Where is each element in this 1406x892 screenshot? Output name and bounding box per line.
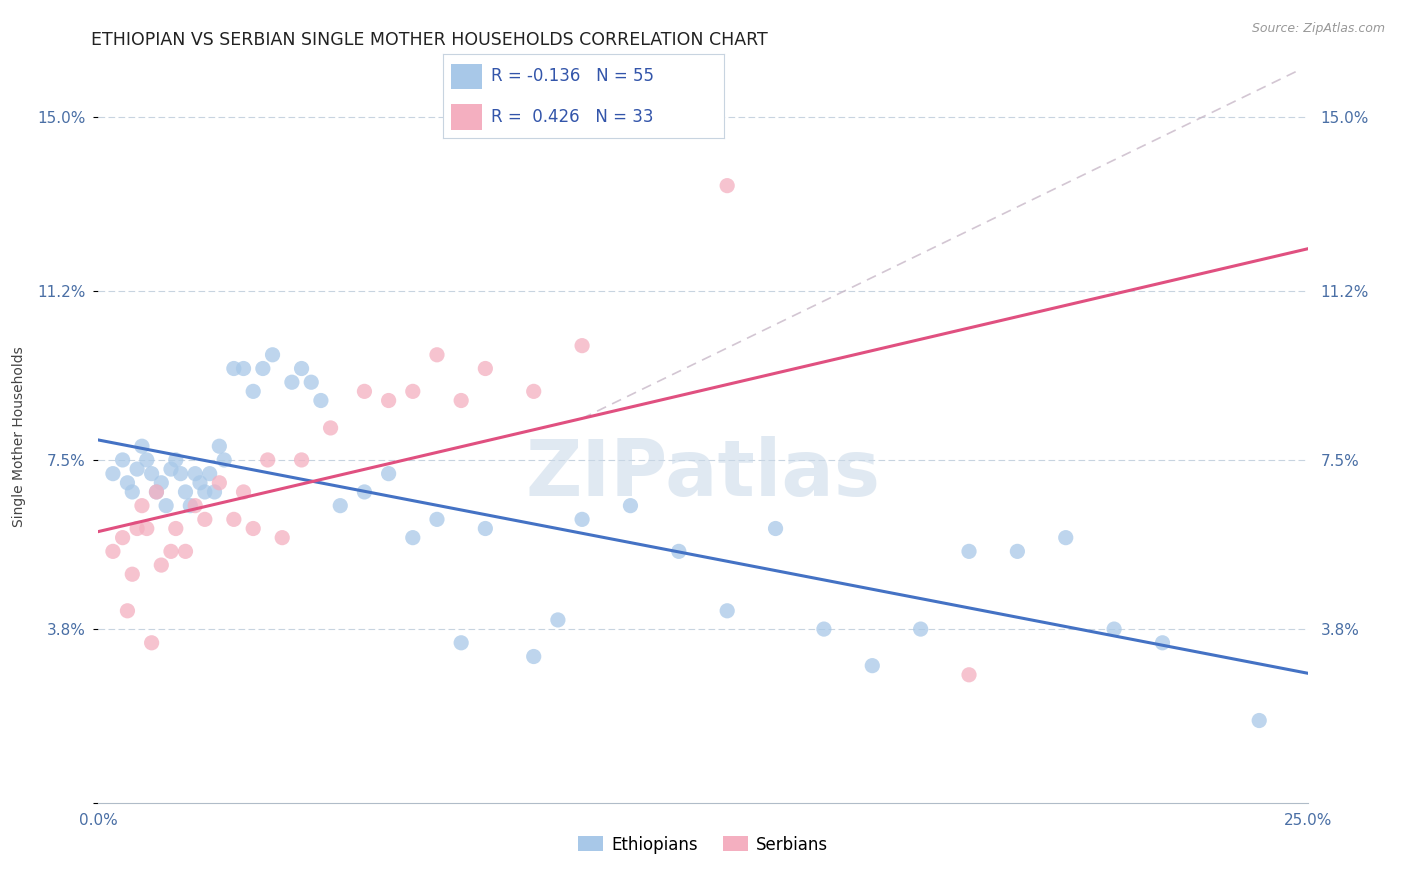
Point bbox=[716, 604, 738, 618]
Point bbox=[813, 622, 835, 636]
Point bbox=[222, 361, 245, 376]
Point bbox=[523, 384, 546, 399]
Point bbox=[860, 658, 883, 673]
Text: ETHIOPIAN VS SERBIAN SINGLE MOTHER HOUSEHOLDS CORRELATION CHART: ETHIOPIAN VS SERBIAN SINGLE MOTHER HOUSE… bbox=[91, 31, 768, 49]
Point bbox=[242, 521, 264, 535]
Point bbox=[309, 393, 332, 408]
Point bbox=[184, 499, 207, 513]
Point bbox=[145, 485, 167, 500]
Point bbox=[117, 475, 139, 490]
Point bbox=[155, 499, 177, 513]
Point bbox=[377, 393, 399, 408]
Point bbox=[1054, 531, 1077, 545]
Y-axis label: Single Mother Households: Single Mother Households bbox=[11, 347, 25, 527]
Point bbox=[150, 475, 173, 490]
Point bbox=[131, 439, 153, 453]
Point bbox=[716, 178, 738, 193]
Point bbox=[121, 567, 143, 582]
Point bbox=[957, 667, 980, 681]
Point bbox=[160, 544, 183, 558]
Point bbox=[547, 613, 569, 627]
Point bbox=[194, 512, 217, 526]
Point bbox=[111, 453, 134, 467]
Point bbox=[271, 531, 294, 545]
Point bbox=[319, 421, 342, 435]
Point bbox=[252, 361, 274, 376]
Point bbox=[402, 384, 425, 399]
Text: Source: ZipAtlas.com: Source: ZipAtlas.com bbox=[1251, 22, 1385, 36]
Point bbox=[474, 361, 496, 376]
Point bbox=[256, 453, 278, 467]
Legend: Ethiopians, Serbians: Ethiopians, Serbians bbox=[571, 829, 835, 860]
Point bbox=[242, 384, 264, 399]
Point bbox=[188, 475, 211, 490]
Point bbox=[474, 521, 496, 535]
Point bbox=[571, 338, 593, 352]
Point bbox=[910, 622, 932, 636]
Point bbox=[957, 544, 980, 558]
Point bbox=[194, 485, 217, 500]
Text: R =  0.426   N = 33: R = 0.426 N = 33 bbox=[491, 108, 654, 126]
Point bbox=[262, 348, 284, 362]
Point bbox=[131, 499, 153, 513]
Point bbox=[198, 467, 221, 481]
Point bbox=[208, 439, 231, 453]
Point bbox=[290, 361, 312, 376]
Point bbox=[571, 512, 593, 526]
Point bbox=[450, 393, 472, 408]
Point bbox=[668, 544, 690, 558]
Point bbox=[121, 485, 143, 500]
Point bbox=[377, 467, 399, 481]
Point bbox=[174, 544, 197, 558]
Point bbox=[290, 453, 312, 467]
Point bbox=[117, 604, 139, 618]
FancyBboxPatch shape bbox=[451, 104, 482, 130]
Point bbox=[179, 499, 201, 513]
Point bbox=[281, 376, 304, 390]
Point bbox=[1102, 622, 1125, 636]
Point bbox=[353, 485, 375, 500]
Point bbox=[127, 462, 149, 476]
Point bbox=[174, 485, 197, 500]
Point bbox=[101, 544, 124, 558]
Point bbox=[222, 512, 245, 526]
Point bbox=[204, 485, 226, 500]
Point bbox=[329, 499, 352, 513]
Text: ZIPatlas: ZIPatlas bbox=[526, 435, 880, 512]
Point bbox=[135, 453, 157, 467]
Point bbox=[426, 348, 449, 362]
Point bbox=[141, 636, 163, 650]
FancyBboxPatch shape bbox=[451, 63, 482, 89]
Point bbox=[141, 467, 163, 481]
Point bbox=[208, 475, 231, 490]
Point bbox=[523, 649, 546, 664]
Point bbox=[353, 384, 375, 399]
Point bbox=[160, 462, 183, 476]
Text: R = -0.136   N = 55: R = -0.136 N = 55 bbox=[491, 68, 654, 86]
Point bbox=[619, 499, 641, 513]
Point bbox=[1007, 544, 1029, 558]
Point bbox=[765, 521, 787, 535]
Point bbox=[299, 376, 322, 390]
Point bbox=[165, 453, 187, 467]
Point bbox=[232, 485, 254, 500]
Point bbox=[101, 467, 124, 481]
Point bbox=[232, 361, 254, 376]
Point bbox=[184, 467, 207, 481]
Point bbox=[1152, 636, 1174, 650]
Point bbox=[165, 521, 187, 535]
Point bbox=[1249, 714, 1271, 728]
Point bbox=[111, 531, 134, 545]
Point bbox=[169, 467, 191, 481]
Point bbox=[450, 636, 472, 650]
Point bbox=[145, 485, 167, 500]
Point bbox=[402, 531, 425, 545]
Point bbox=[127, 521, 149, 535]
Point bbox=[150, 558, 173, 573]
Point bbox=[135, 521, 157, 535]
Point bbox=[426, 512, 449, 526]
Point bbox=[212, 453, 235, 467]
